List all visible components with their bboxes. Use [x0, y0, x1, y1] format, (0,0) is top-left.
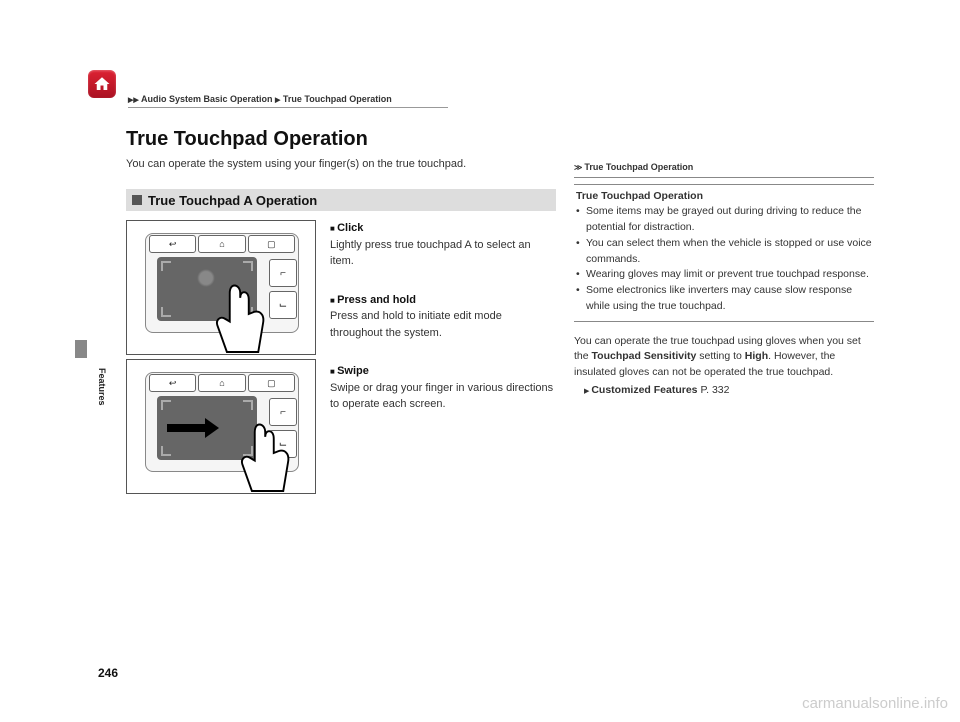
back-button-icon: ↩: [149, 235, 196, 253]
home-button-icon: ⌂: [198, 235, 245, 253]
touchpad-top-buttons: ↩ ⌂ ▢: [149, 235, 295, 253]
breadcrumb-tri-icon: ▶: [275, 97, 280, 104]
side-tab-marker: [75, 340, 87, 358]
breadcrumb-l1: Audio System Basic Operation: [141, 94, 273, 104]
watermark: carmanualsonline.info: [802, 695, 948, 712]
sidebar-box: True Touchpad Operation Some items may b…: [574, 184, 874, 322]
hand-icon: [187, 276, 282, 355]
home-button-icon: ⌂: [198, 374, 245, 392]
section-header: True Touchpad A Operation: [126, 189, 556, 211]
touchpad-top-buttons: ↩ ⌂ ▢: [149, 374, 295, 392]
op-swipe-desc: Swipe or drag your finger in various dir…: [330, 380, 555, 413]
breadcrumb: ▶▶ Audio System Basic Operation ▶ True T…: [128, 94, 448, 108]
op-swipe: Swipe Swipe or drag your finger in vario…: [330, 363, 555, 413]
page-title: True Touchpad Operation: [126, 128, 368, 151]
corner-mark-icon: [161, 446, 171, 456]
ref-label: Customized Features: [591, 384, 697, 396]
sidebar-reference: Customized Features P. 332: [574, 383, 874, 399]
house-icon: [93, 75, 111, 93]
side-tab-label: Features: [97, 368, 107, 406]
info-sidebar: True Touchpad Operation True Touchpad Op…: [574, 161, 874, 399]
menu-button-icon: ▢: [248, 235, 295, 253]
sidebar-bullet: You can select them when the vehicle is …: [576, 236, 872, 268]
sidebar-bullet: Some electronics like inverters may caus…: [576, 283, 872, 315]
op-click: Click Lightly press true touchpad A to s…: [330, 220, 555, 270]
page-number: 246: [98, 666, 118, 680]
corner-mark-icon: [243, 400, 253, 410]
sidebar-note: You can operate the true touchpad using …: [574, 334, 874, 381]
note-mid: setting to: [696, 350, 744, 362]
menu-button-icon: ▢: [248, 374, 295, 392]
home-icon[interactable]: [88, 70, 116, 98]
ref-page: P. 332: [700, 384, 729, 396]
sidebar-bullet: Wearing gloves may limit or prevent true…: [576, 267, 872, 283]
intro-text: You can operate the system using your fi…: [126, 158, 466, 170]
op-press-hold: Press and hold Press and hold to initiat…: [330, 292, 555, 342]
note-bold-1: Touchpad Sensitivity: [592, 350, 697, 362]
illustration-column: ↩ ⌂ ▢ ⌐ ⌙ ↩ ⌂ ▢ ⌐ ⌙: [126, 220, 316, 498]
sidebar-bullets: Some items may be grayed out during driv…: [576, 204, 872, 314]
breadcrumb-tri-icon: ▶▶: [128, 97, 139, 104]
operation-descriptions: Click Lightly press true touchpad A to s…: [330, 220, 555, 435]
sidebar-header: True Touchpad Operation: [574, 161, 874, 178]
sidebar-title: True Touchpad Operation: [576, 189, 872, 205]
hand-icon: [212, 415, 307, 494]
corner-mark-icon: [161, 400, 171, 410]
op-click-label: Click: [330, 220, 555, 237]
op-press-hold-desc: Press and hold to initiate edit mode thr…: [330, 308, 555, 341]
op-press-hold-label: Press and hold: [330, 292, 555, 309]
touchpad-click-illustration: ↩ ⌂ ▢ ⌐ ⌙: [126, 220, 316, 355]
corner-mark-icon: [161, 261, 171, 271]
back-button-icon: ↩: [149, 374, 196, 392]
op-swipe-label: Swipe: [330, 363, 555, 380]
section-header-text: True Touchpad A Operation: [148, 193, 317, 208]
touchpad-swipe-illustration: ↩ ⌂ ▢ ⌐ ⌙: [126, 359, 316, 494]
corner-mark-icon: [161, 307, 171, 317]
breadcrumb-l2: True Touchpad Operation: [283, 94, 392, 104]
corner-mark-icon: [243, 261, 253, 271]
note-bold-2: High: [745, 350, 768, 362]
sidebar-bullet: Some items may be grayed out during driv…: [576, 204, 872, 236]
op-click-desc: Lightly press true touchpad A to select …: [330, 237, 555, 270]
